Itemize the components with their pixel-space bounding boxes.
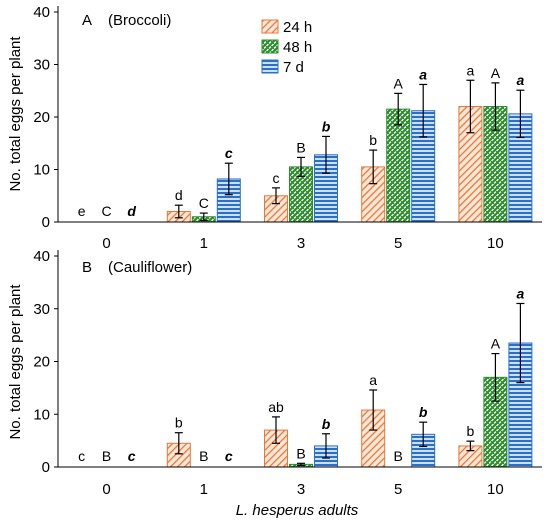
y-tick-label: 10 xyxy=(33,406,50,423)
significance-letter: B xyxy=(296,139,305,155)
panel-title: (Broccoli) xyxy=(108,12,171,29)
significance-letter: C xyxy=(199,195,209,211)
significance-letter: c xyxy=(225,448,233,464)
significance-letter: b xyxy=(322,118,331,134)
y-tick-label: 20 xyxy=(33,354,50,371)
y-tick-label: 20 xyxy=(33,109,50,126)
panel-label: A xyxy=(82,12,92,29)
significance-letter: ab xyxy=(268,399,284,415)
significance-letter: a xyxy=(517,285,525,301)
significance-letter: A xyxy=(491,336,501,352)
significance-letter: c xyxy=(128,448,136,464)
panel-label: B xyxy=(82,259,92,276)
significance-letter: B xyxy=(102,448,111,464)
x-axis-label: L. hesperus adults xyxy=(236,502,359,519)
y-tick-label: 10 xyxy=(33,162,50,179)
significance-letter: d xyxy=(127,203,136,219)
panel-title: (Cauliflower) xyxy=(108,259,192,276)
significance-letter: b xyxy=(322,416,331,432)
x-tick-label: 10 xyxy=(487,481,504,498)
significance-letter: b xyxy=(175,415,183,431)
y-tick-label: 30 xyxy=(33,301,50,318)
legend-swatch xyxy=(261,19,279,34)
significance-letter: B xyxy=(296,445,305,461)
x-tick-label: 5 xyxy=(394,235,402,252)
significance-letter: c xyxy=(273,170,280,186)
legend-swatch xyxy=(261,39,279,54)
significance-letter: d xyxy=(175,187,183,203)
significance-letter: B xyxy=(394,448,403,464)
bar xyxy=(386,108,411,223)
y-tick-label: 40 xyxy=(33,248,50,265)
x-tick-label: 3 xyxy=(297,481,305,498)
significance-letter: c xyxy=(78,448,85,464)
legend-label: 7 d xyxy=(283,59,304,76)
y-tick-label: 0 xyxy=(42,214,50,231)
x-tick-label: 5 xyxy=(394,481,402,498)
x-tick-label: 1 xyxy=(200,235,208,252)
significance-letter: a xyxy=(467,62,475,78)
significance-letter: a xyxy=(369,372,377,388)
significance-letter: a xyxy=(517,72,525,88)
x-tick-label: 0 xyxy=(102,235,110,252)
significance-letter: b xyxy=(419,404,428,420)
x-tick-label: 10 xyxy=(487,235,504,252)
legend-label: 48 h xyxy=(283,39,312,56)
panel-cauliflower: No. total eggs per plant B (Cauliflower)… xyxy=(7,248,542,519)
significance-letter: A xyxy=(394,75,404,91)
significance-letter: e xyxy=(78,203,86,219)
legend-swatch xyxy=(261,59,279,74)
significance-letter: A xyxy=(491,65,501,81)
x-tick-label: 3 xyxy=(297,235,305,252)
significance-letter: B xyxy=(199,448,208,464)
y-axis-label: No. total eggs per plant xyxy=(7,36,24,192)
x-tick-label: 1 xyxy=(200,481,208,498)
y-tick-label: 0 xyxy=(42,459,50,476)
significance-letter: b xyxy=(369,132,377,148)
y-axis-label: No. total eggs per plant xyxy=(7,284,24,440)
y-tick-label: 40 xyxy=(33,4,50,21)
legend: 24 h 48 h 7 d xyxy=(261,19,312,76)
x-tick-label: 0 xyxy=(102,481,110,498)
significance-letter: c xyxy=(225,145,233,161)
significance-letter: C xyxy=(102,203,112,219)
significance-letter: b xyxy=(467,423,475,439)
legend-label: 24 h xyxy=(283,19,312,36)
significance-letter: a xyxy=(419,66,427,82)
y-tick-label: 30 xyxy=(33,57,50,74)
